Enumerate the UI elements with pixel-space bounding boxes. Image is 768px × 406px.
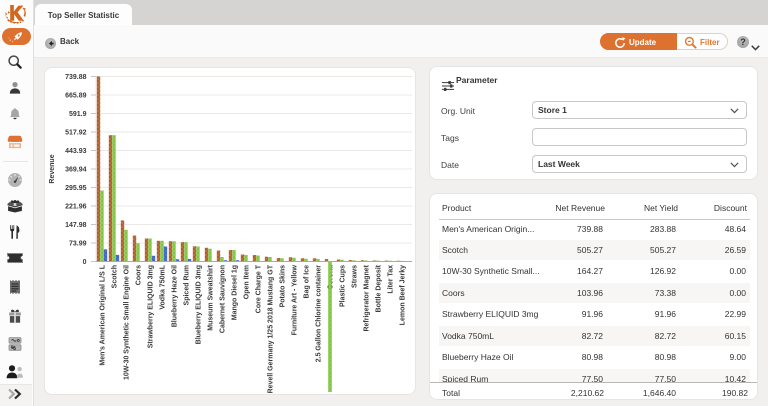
- svg-text:Open Item: Open Item: [244, 265, 251, 299]
- svg-text:591.9: 591.9: [69, 111, 87, 118]
- svg-text:Lemon Beef Jerky: Lemon Beef Jerky: [400, 265, 407, 325]
- svg-text:665.89: 665.89: [65, 92, 87, 99]
- svg-text:Museum Sweatshirt: Museum Sweatshirt: [208, 264, 215, 330]
- svg-text:73.99: 73.99: [69, 240, 87, 247]
- svg-text:Bottle Deposit: Bottle Deposit: [376, 264, 383, 312]
- svg-text:Revell Germany 1/25 2018 Musta: Revell Germany 1/25 2018 Mustang GT: [268, 264, 275, 393]
- svg-text:369.94: 369.94: [65, 166, 87, 173]
- svg-text:Cabernet Sauvignon: Cabernet Sauvignon: [220, 265, 227, 333]
- svg-text:2.5 Gallon Chlorine container: 2.5 Gallon Chlorine container: [316, 265, 323, 363]
- svg-text:739.88: 739.88: [65, 74, 87, 81]
- svg-text:Blueberry ELIQUID 3mg: Blueberry ELIQUID 3mg: [196, 265, 203, 344]
- svg-text:Straws: Straws: [352, 265, 359, 288]
- svg-text:443.93: 443.93: [65, 148, 87, 155]
- svg-text:Mango Diesel 1g: Mango Diesel 1g: [232, 265, 239, 320]
- svg-text:Men's American Original L/S L: Men's American Original L/S L: [100, 264, 107, 365]
- svg-text:10W-30 Synthetic Small Engine: 10W-30 Synthetic Small Engine Oil: [124, 265, 131, 380]
- svg-text:Plastic Cups: Plastic Cups: [340, 265, 347, 307]
- svg-text:Blueberry Haze Oil: Blueberry Haze Oil: [172, 265, 179, 327]
- svg-text:Revenue: Revenue: [49, 154, 56, 183]
- svg-text:Strawberry ELIQUID 3mg: Strawberry ELIQUID 3mg: [148, 265, 155, 348]
- svg-text:Core Charge T: Core Charge T: [256, 264, 263, 313]
- svg-text:Refrigerator Magnet: Refrigerator Magnet: [364, 264, 371, 331]
- svg-text:Furniture Art - Yellow: Furniture Art - Yellow: [292, 264, 299, 335]
- svg-text:Bag of Ice: Bag of Ice: [304, 265, 311, 299]
- svg-text:Liter Tax: Liter Tax: [388, 265, 395, 294]
- svg-text:0: 0: [83, 259, 87, 266]
- svg-text:Potato Skins: Potato Skins: [280, 265, 287, 308]
- svg-text:Scotch: Scotch: [112, 265, 119, 288]
- svg-text:517.92: 517.92: [65, 129, 87, 136]
- svg-text:Spiced Rum: Spiced Rum: [184, 265, 191, 305]
- svg-text:?: ?: [740, 37, 746, 47]
- svg-text:221.96: 221.96: [65, 203, 87, 210]
- svg-text:147.98: 147.98: [65, 222, 87, 229]
- svg-text:295.95: 295.95: [65, 185, 87, 192]
- svg-text:Coors: Coors: [136, 265, 143, 285]
- svg-text:Vodka 750mL: Vodka 750mL: [160, 264, 167, 309]
